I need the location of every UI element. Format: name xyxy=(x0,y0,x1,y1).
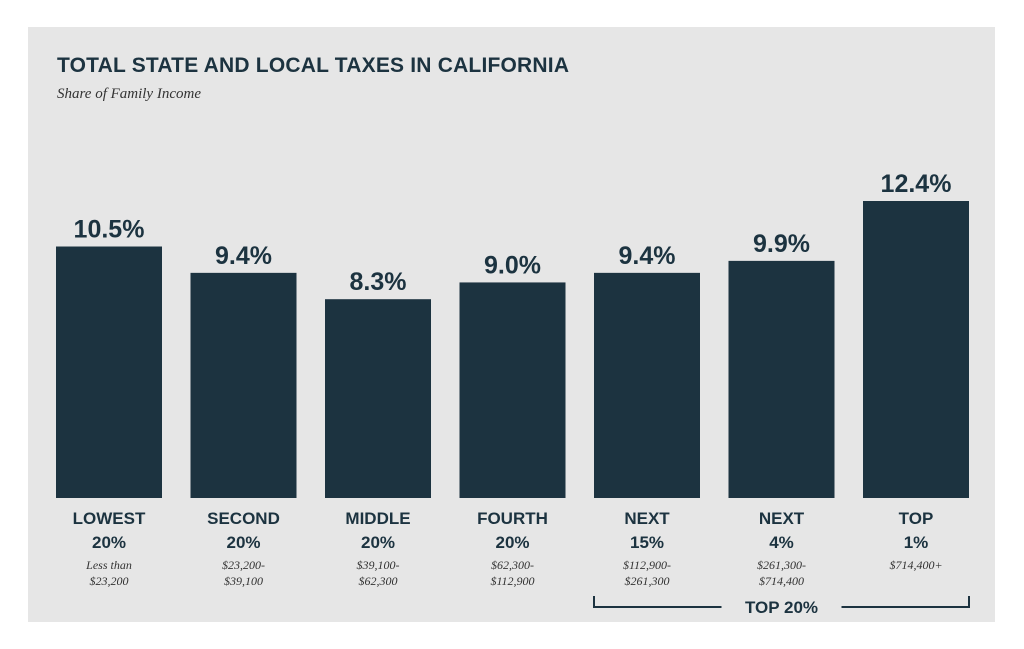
category-label-6-0: TOP xyxy=(899,509,934,528)
bar-5 xyxy=(728,260,835,498)
income-range-4-1: $261,300 xyxy=(625,574,670,588)
income-range-2-0: $39,100- xyxy=(357,558,400,572)
income-range-3-0: $62,300- xyxy=(491,558,534,572)
income-range-5-0: $261,300- xyxy=(757,558,806,572)
bars-layer xyxy=(56,201,969,498)
bar-4 xyxy=(594,272,700,498)
top-20-bracket: TOP 20% xyxy=(593,596,970,617)
value-label-5: 9.9% xyxy=(753,230,810,258)
income-range-1-0: $23,200- xyxy=(222,558,265,572)
income-range-6-0: $714,400+ xyxy=(889,558,942,572)
bar-1 xyxy=(190,272,297,498)
category-label-2-0: MIDDLE xyxy=(345,509,410,528)
category-label-0-0: LOWEST xyxy=(73,509,146,528)
category-label-5-1: 4% xyxy=(769,533,794,552)
value-label-0: 10.5% xyxy=(74,216,145,244)
category-label-2-1: 20% xyxy=(361,533,395,552)
chart-title: TOTAL STATE AND LOCAL TAXES IN CALIFORNI… xyxy=(57,54,570,77)
category-label-3-1: 20% xyxy=(495,533,529,552)
bar-0 xyxy=(56,246,162,498)
category-label-0-1: 20% xyxy=(92,533,126,552)
income-range-5-1: $714,400 xyxy=(759,574,804,588)
labels-layer: 10.5% LOWEST 20% Less than $23,200 9.4% SECOND… xyxy=(73,170,952,588)
category-label-6-1: 1% xyxy=(904,533,929,552)
income-range-0-1: $23,200 xyxy=(90,574,129,588)
bracket-label: TOP 20% xyxy=(745,598,818,617)
bracket-left xyxy=(593,596,722,608)
income-range-1-1: $39,100 xyxy=(224,574,263,588)
category-label-1-0: SECOND xyxy=(207,509,280,528)
bar-6 xyxy=(863,201,969,498)
value-label-3: 9.0% xyxy=(484,251,541,279)
bracket-right xyxy=(841,596,970,608)
bar-2 xyxy=(325,299,431,498)
category-label-5-0: NEXT xyxy=(759,509,805,528)
chart-subtitle: Share of Family Income xyxy=(57,86,201,102)
category-label-3-0: FOURTH xyxy=(477,509,548,528)
income-range-0-0: Less than xyxy=(85,558,132,572)
category-label-1-1: 20% xyxy=(226,533,260,552)
income-range-2-1: $62,300 xyxy=(359,574,398,588)
value-label-1: 9.4% xyxy=(215,242,272,270)
category-label-4-0: NEXT xyxy=(624,509,670,528)
value-label-6: 12.4% xyxy=(881,170,952,198)
income-range-3-1: $112,900 xyxy=(490,574,534,588)
value-label-2: 8.3% xyxy=(350,268,407,296)
income-range-4-0: $112,900- xyxy=(623,558,671,572)
category-label-4-1: 15% xyxy=(630,533,664,552)
bar-3 xyxy=(459,282,566,498)
value-label-4: 9.4% xyxy=(619,242,676,270)
